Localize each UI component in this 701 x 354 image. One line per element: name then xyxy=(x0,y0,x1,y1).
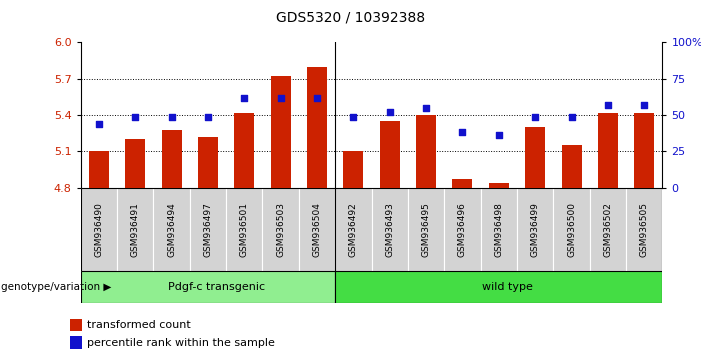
Bar xyxy=(380,121,400,188)
Bar xyxy=(89,152,109,188)
Text: GSM936492: GSM936492 xyxy=(349,202,358,257)
Text: GSM936490: GSM936490 xyxy=(95,202,103,257)
Point xyxy=(275,95,286,101)
Point xyxy=(311,95,322,101)
Bar xyxy=(271,76,291,188)
Bar xyxy=(81,271,335,303)
Bar xyxy=(590,188,626,271)
Bar xyxy=(81,188,117,271)
Bar xyxy=(154,188,190,271)
Bar xyxy=(234,113,254,188)
Bar xyxy=(489,183,509,188)
Point xyxy=(457,130,468,135)
Text: GSM936504: GSM936504 xyxy=(313,202,322,257)
Bar xyxy=(299,188,335,271)
Bar xyxy=(70,319,82,331)
Text: GSM936502: GSM936502 xyxy=(604,202,613,257)
Point xyxy=(238,95,250,101)
Bar xyxy=(416,115,436,188)
Point xyxy=(348,114,359,119)
Point xyxy=(529,114,540,119)
Text: GSM936496: GSM936496 xyxy=(458,202,467,257)
Bar xyxy=(190,188,226,271)
Bar xyxy=(562,145,582,188)
Bar xyxy=(634,113,654,188)
Bar xyxy=(125,139,145,188)
Text: GSM936495: GSM936495 xyxy=(421,202,430,257)
Point xyxy=(639,102,650,108)
Point xyxy=(166,114,177,119)
Point xyxy=(421,105,432,110)
Text: GSM936497: GSM936497 xyxy=(203,202,212,257)
Bar xyxy=(161,130,182,188)
Point xyxy=(93,121,104,127)
Text: GSM936505: GSM936505 xyxy=(640,202,648,257)
Bar xyxy=(408,188,444,271)
Bar xyxy=(335,271,662,303)
Bar xyxy=(553,188,590,271)
Bar xyxy=(226,188,262,271)
Text: GSM936499: GSM936499 xyxy=(531,202,540,257)
Point xyxy=(203,114,214,119)
Text: GDS5320 / 10392388: GDS5320 / 10392388 xyxy=(276,11,425,25)
Bar xyxy=(525,127,545,188)
Text: GSM936493: GSM936493 xyxy=(386,202,394,257)
Point xyxy=(566,114,577,119)
Point xyxy=(384,109,395,115)
Text: GSM936503: GSM936503 xyxy=(276,202,285,257)
Text: Pdgf-c transgenic: Pdgf-c transgenic xyxy=(168,282,266,292)
Text: GSM936500: GSM936500 xyxy=(567,202,576,257)
Bar xyxy=(335,188,372,271)
Bar xyxy=(307,67,327,188)
Text: GSM936501: GSM936501 xyxy=(240,202,249,257)
Bar xyxy=(198,137,218,188)
Text: GSM936494: GSM936494 xyxy=(167,202,176,257)
Text: transformed count: transformed count xyxy=(88,320,191,330)
Point xyxy=(602,102,613,108)
Text: GSM936498: GSM936498 xyxy=(494,202,503,257)
Point xyxy=(494,132,505,138)
Text: percentile rank within the sample: percentile rank within the sample xyxy=(88,338,275,348)
Point xyxy=(130,114,141,119)
Bar xyxy=(626,188,662,271)
Bar xyxy=(343,152,363,188)
Text: GSM936491: GSM936491 xyxy=(130,202,139,257)
Bar xyxy=(444,188,481,271)
Text: genotype/variation ▶: genotype/variation ▶ xyxy=(1,282,111,292)
Bar xyxy=(481,188,517,271)
Bar xyxy=(517,188,553,271)
Bar xyxy=(372,188,408,271)
Bar xyxy=(452,179,472,188)
Text: wild type: wild type xyxy=(482,282,533,292)
Bar xyxy=(598,113,618,188)
Bar xyxy=(117,188,154,271)
Bar xyxy=(70,336,82,349)
Bar xyxy=(262,188,299,271)
